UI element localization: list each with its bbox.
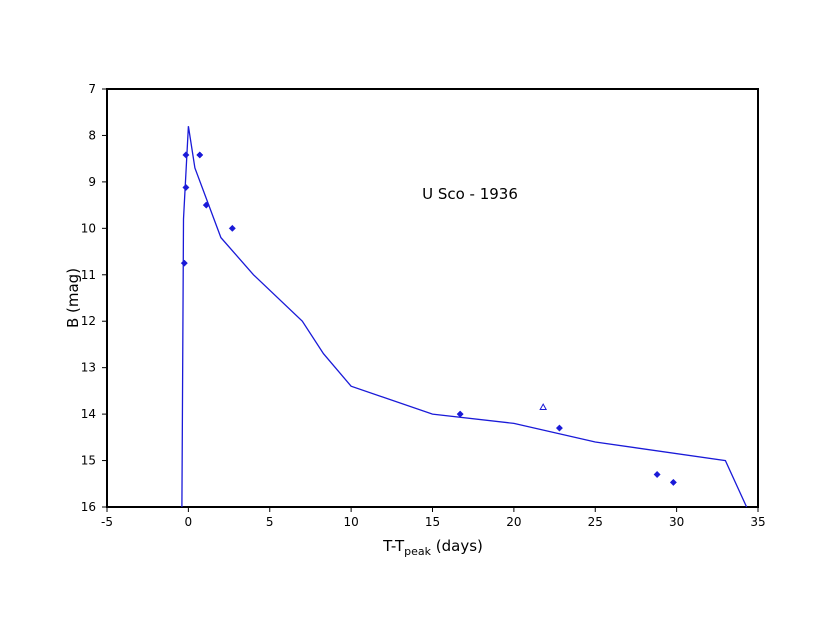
chart-annotation: U Sco - 1936: [422, 185, 518, 203]
plot-frame: [106, 88, 759, 508]
x-tick-label: 35: [750, 515, 765, 529]
y-axis: 7 8 9 10 11 12 13 14 15 16: [81, 82, 107, 514]
data-point-diamond: [669, 478, 677, 486]
data-point-diamond: [653, 470, 661, 479]
x-tick-label: 10: [343, 515, 358, 529]
x-axis-title-suffix: (days): [431, 537, 483, 555]
data-point-diamond: [182, 183, 190, 192]
x-tick-label: 30: [669, 515, 684, 529]
data-point-diamond: [228, 224, 236, 232]
y-tick-label: 12: [81, 314, 96, 328]
x-tick-label: 5: [266, 515, 274, 529]
x-tick-label: 25: [588, 515, 603, 529]
data-point-diamond: [196, 151, 204, 159]
x-tick-label: 15: [425, 515, 440, 529]
y-tick-label: 10: [81, 221, 96, 235]
data-point-diamond: [182, 151, 190, 159]
y-tick-label: 14: [81, 407, 96, 421]
y-tick-label: 15: [81, 454, 96, 468]
x-axis-title-main: T-T: [382, 537, 405, 555]
model-curve: [181, 126, 748, 508]
x-axis-title-subscript: peak: [404, 545, 431, 558]
data-point-triangle: [539, 403, 548, 411]
x-tick-label: 0: [185, 515, 193, 529]
y-tick-label: 13: [81, 361, 96, 375]
data-point-diamond: [555, 424, 563, 432]
x-axis: -5 0 5 10 15 20 25 30 35: [101, 507, 766, 529]
x-axis-title: T-Tpeak (days): [382, 537, 483, 558]
y-tick-label: 7: [88, 82, 96, 96]
y-tick-label: 11: [81, 268, 96, 282]
y-tick-label: 8: [88, 128, 96, 142]
series-layer: [180, 126, 748, 508]
y-tick-label: 9: [88, 175, 96, 189]
y-tick-label: 16: [81, 500, 96, 514]
plot-area: [106, 88, 759, 508]
x-tick-label: 20: [506, 515, 521, 529]
data-point-diamond: [180, 259, 188, 267]
y-axis-title: B (mag): [64, 268, 82, 328]
x-tick-label: -5: [101, 515, 113, 529]
